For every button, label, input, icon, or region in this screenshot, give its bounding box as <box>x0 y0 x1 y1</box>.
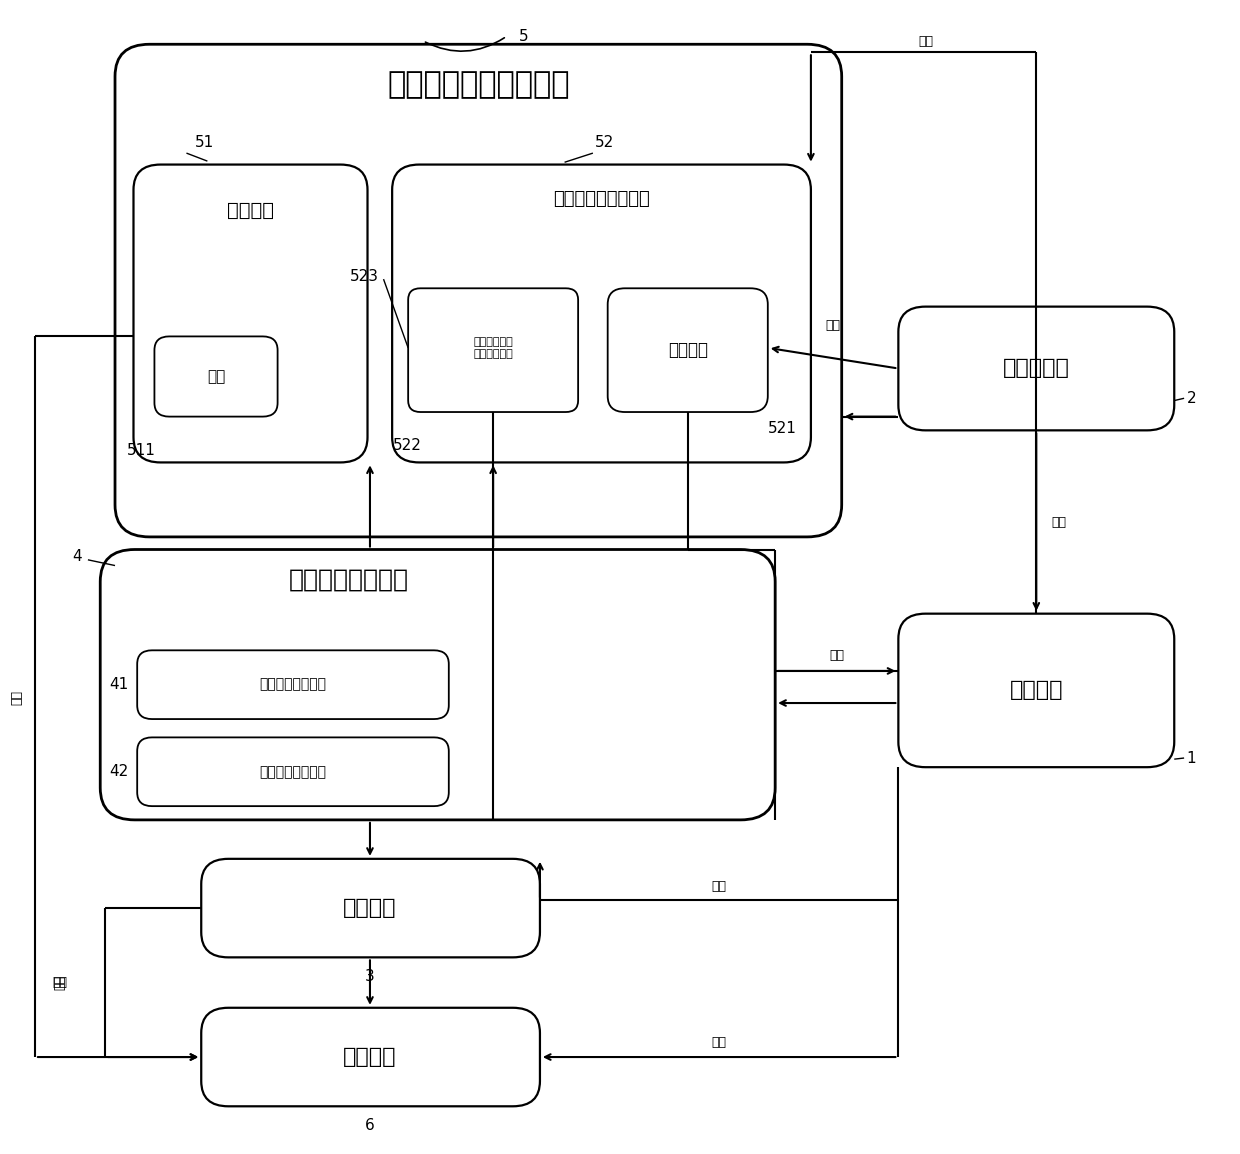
Text: 控制: 控制 <box>918 35 932 47</box>
FancyBboxPatch shape <box>201 1007 539 1107</box>
Text: 51: 51 <box>195 135 215 150</box>
Text: 控制: 控制 <box>711 1036 727 1049</box>
FancyBboxPatch shape <box>138 737 449 807</box>
Text: 甲醇水重整制氢发电机: 甲醇水重整制氢发电机 <box>387 70 569 99</box>
FancyBboxPatch shape <box>134 165 367 463</box>
Text: 4: 4 <box>72 549 82 564</box>
Text: 续航模式选择模块: 续航模式选择模块 <box>289 568 409 591</box>
FancyBboxPatch shape <box>201 859 539 958</box>
Text: 522: 522 <box>393 439 423 454</box>
Text: 甲醇水重整制氢设备: 甲醇水重整制氢设备 <box>553 190 650 208</box>
Text: 启动装置: 启动装置 <box>668 342 708 359</box>
Text: 甲醇水存储笱
液位检测模块: 甲醇水存储笱 液位检测模块 <box>474 337 513 359</box>
Text: 供电: 供电 <box>826 319 841 332</box>
Text: 发电模块: 发电模块 <box>227 201 274 220</box>
FancyBboxPatch shape <box>608 288 768 412</box>
Text: 5: 5 <box>520 29 528 44</box>
Text: 控制: 控制 <box>711 881 727 893</box>
Text: 供电: 供电 <box>52 976 67 989</box>
FancyBboxPatch shape <box>115 44 842 537</box>
Text: 供电: 供电 <box>1052 516 1066 529</box>
Text: 2: 2 <box>1187 391 1197 406</box>
FancyBboxPatch shape <box>138 651 449 719</box>
Text: 511: 511 <box>128 443 156 458</box>
Text: 6: 6 <box>365 1118 374 1133</box>
Text: 续航模式选择单元: 续航模式选择单元 <box>259 677 326 691</box>
Text: 521: 521 <box>768 421 796 436</box>
Text: 1: 1 <box>1187 750 1197 765</box>
Text: 主控制器: 主控制器 <box>1009 681 1063 700</box>
Text: 启动蓄电池: 启动蓄电池 <box>1003 359 1070 379</box>
FancyBboxPatch shape <box>898 614 1174 767</box>
Text: 供电: 供电 <box>53 975 66 990</box>
Text: 52: 52 <box>595 135 615 150</box>
Text: 续航模式切换单元: 续航模式切换单元 <box>259 765 326 779</box>
FancyBboxPatch shape <box>155 337 278 417</box>
FancyBboxPatch shape <box>898 307 1174 430</box>
Text: 汽车马达: 汽车马达 <box>343 1047 397 1067</box>
FancyBboxPatch shape <box>392 165 811 463</box>
FancyBboxPatch shape <box>408 288 578 412</box>
Text: 41: 41 <box>109 677 128 692</box>
Text: 动力电池: 动力电池 <box>343 898 397 919</box>
FancyBboxPatch shape <box>100 549 775 819</box>
Text: 523: 523 <box>350 269 378 284</box>
Text: 电堆: 电堆 <box>207 369 226 384</box>
Text: 控制: 控制 <box>830 649 844 661</box>
Text: 供电: 供电 <box>10 690 24 705</box>
Text: 3: 3 <box>365 969 374 984</box>
Text: 42: 42 <box>109 764 128 779</box>
